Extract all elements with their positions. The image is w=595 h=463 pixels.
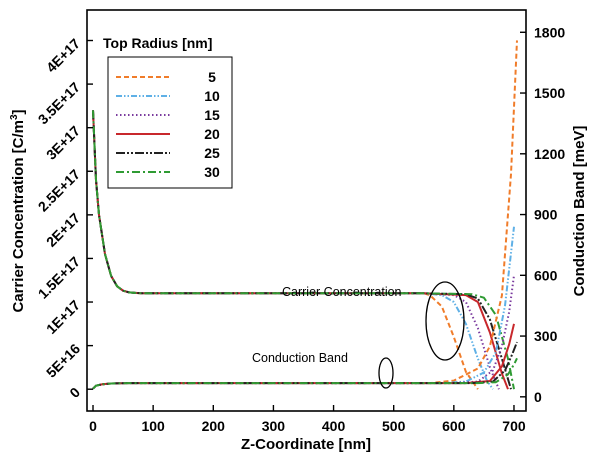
legend-label-radius-15: 15 <box>204 107 220 123</box>
conduction-band-line-radius-30 <box>92 357 518 390</box>
legend-label-radius-5: 5 <box>208 69 216 85</box>
series-layer <box>92 40 518 390</box>
y-right-tick-label: 600 <box>534 267 558 283</box>
y-right-tick-label: 300 <box>534 328 558 344</box>
annotation-conduction-band: Conduction Band <box>252 351 348 365</box>
y-right-tick-label: 1200 <box>534 146 565 162</box>
legend-entries: 5 10 15 20 25 30 <box>116 69 220 180</box>
x-tick-label: 500 <box>382 418 406 434</box>
annotation-band-ellipse <box>378 357 394 389</box>
legend-title: Top Radius [nm] <box>103 35 212 51</box>
legend-label-radius-30: 30 <box>204 164 220 180</box>
annotation-carrier-ellipse <box>425 281 465 361</box>
y-left-axis-title: Carrier Concentration [C/m3] <box>9 109 27 312</box>
x-tick-label: 300 <box>262 418 286 434</box>
y-right-tick-label: 0 <box>534 389 542 405</box>
y-left-axis-title-end: ] <box>10 109 27 114</box>
x-tick-label: 100 <box>141 418 165 434</box>
x-tick-label: 200 <box>202 418 226 434</box>
x-tick-label: 700 <box>502 418 526 434</box>
y-left-axis-title-sup: 3 <box>9 114 20 120</box>
plot-frame <box>86 9 527 412</box>
annotation-carrier-concentration: Carrier Concentration <box>282 285 402 299</box>
y-right-tick-label: 900 <box>534 207 558 223</box>
y-right-tick-label: 1500 <box>534 85 565 101</box>
y-right-tick-label: 1800 <box>534 24 565 40</box>
y-right-axis-title: Conduction Band [meV] <box>571 126 588 297</box>
x-tick-label: 600 <box>442 418 466 434</box>
legend-label-radius-25: 25 <box>204 145 220 161</box>
y-left-axis-title-main: Carrier Concentration [C/m <box>10 120 27 313</box>
legend-label-radius-20: 20 <box>204 126 220 142</box>
x-axis-title: Z-Coordinate [nm] <box>241 436 371 453</box>
legend-label-radius-10: 10 <box>204 88 220 104</box>
carrier-concentration-line-radius-30 <box>92 110 515 390</box>
legend-box <box>107 56 233 189</box>
x-tick-label: 0 <box>89 418 97 434</box>
x-tick-label: 400 <box>322 418 346 434</box>
